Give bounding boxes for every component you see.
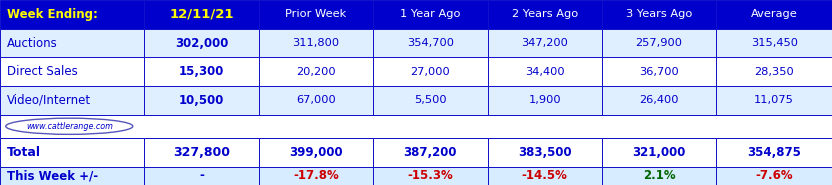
Text: 20,200: 20,200 <box>296 67 336 77</box>
Bar <box>602 57 716 86</box>
Bar <box>716 0 832 29</box>
Bar <box>716 86 832 115</box>
Text: Total: Total <box>7 146 41 159</box>
Text: Video/Internet: Video/Internet <box>7 94 91 107</box>
Text: 1,900: 1,900 <box>528 95 561 105</box>
Bar <box>373 138 488 166</box>
Text: -14.5%: -14.5% <box>522 169 567 182</box>
Text: 36,700: 36,700 <box>639 67 679 77</box>
Bar <box>602 138 716 166</box>
Text: 321,000: 321,000 <box>632 146 686 159</box>
Text: 15,300: 15,300 <box>179 65 225 78</box>
Text: Direct Sales: Direct Sales <box>7 65 77 78</box>
Bar <box>602 86 716 115</box>
Bar <box>0 138 145 166</box>
Text: www.cattlerange.com: www.cattlerange.com <box>26 122 112 131</box>
Bar <box>602 0 716 29</box>
Bar <box>373 0 488 29</box>
Bar <box>259 138 374 166</box>
Bar <box>145 57 259 86</box>
Text: 27,000: 27,000 <box>410 67 450 77</box>
Text: 2 Years Ago: 2 Years Ago <box>512 9 578 19</box>
Bar <box>0 57 145 86</box>
Text: 34,400: 34,400 <box>525 67 565 77</box>
Text: 257,900: 257,900 <box>636 38 682 48</box>
Text: 5,500: 5,500 <box>414 95 447 105</box>
Bar <box>488 166 602 185</box>
Bar <box>259 57 374 86</box>
Bar <box>602 166 716 185</box>
Text: -15.3%: -15.3% <box>408 169 453 182</box>
Text: -7.6%: -7.6% <box>755 169 793 182</box>
Bar <box>145 166 259 185</box>
Text: 354,875: 354,875 <box>747 146 801 159</box>
Bar <box>259 86 374 115</box>
Ellipse shape <box>6 118 133 134</box>
Bar <box>259 29 374 57</box>
Text: 10,500: 10,500 <box>179 94 225 107</box>
Bar <box>0 29 145 57</box>
Bar <box>373 29 488 57</box>
Bar <box>716 29 832 57</box>
Bar <box>0 0 145 29</box>
Text: Average: Average <box>750 9 798 19</box>
Bar <box>373 86 488 115</box>
Bar <box>488 57 602 86</box>
Bar <box>145 0 259 29</box>
Bar <box>145 138 259 166</box>
Text: 383,500: 383,500 <box>518 146 572 159</box>
Text: 399,000: 399,000 <box>290 146 343 159</box>
Bar <box>488 86 602 115</box>
Bar <box>259 0 374 29</box>
Bar <box>488 138 602 166</box>
Text: 2.1%: 2.1% <box>643 169 676 182</box>
Text: This Week +/-: This Week +/- <box>7 169 98 182</box>
Text: 315,450: 315,450 <box>750 38 798 48</box>
Bar <box>488 0 602 29</box>
Bar <box>602 29 716 57</box>
Bar <box>145 29 259 57</box>
Bar <box>488 29 602 57</box>
Bar <box>0 86 145 115</box>
Text: -: - <box>199 169 204 182</box>
Text: Prior Week: Prior Week <box>285 9 347 19</box>
Text: 1 Year Ago: 1 Year Ago <box>400 9 461 19</box>
Text: 354,700: 354,700 <box>407 38 453 48</box>
Text: 67,000: 67,000 <box>296 95 336 105</box>
Bar <box>373 57 488 86</box>
Text: -17.8%: -17.8% <box>293 169 339 182</box>
Bar <box>145 86 259 115</box>
Text: 28,350: 28,350 <box>755 67 794 77</box>
Bar <box>716 166 832 185</box>
Text: 26,400: 26,400 <box>640 95 679 105</box>
Bar <box>716 138 832 166</box>
Text: 11,075: 11,075 <box>755 95 794 105</box>
Text: 3 Years Ago: 3 Years Ago <box>626 9 692 19</box>
Bar <box>716 57 832 86</box>
Text: 311,800: 311,800 <box>292 38 339 48</box>
Bar <box>259 166 374 185</box>
Text: 302,000: 302,000 <box>175 36 228 50</box>
Text: 327,800: 327,800 <box>173 146 230 159</box>
Bar <box>373 166 488 185</box>
Bar <box>0 166 145 185</box>
Text: Auctions: Auctions <box>7 36 57 50</box>
Text: 347,200: 347,200 <box>522 38 568 48</box>
Text: Week Ending:: Week Ending: <box>7 8 97 21</box>
Text: 12/11/21: 12/11/21 <box>169 8 234 21</box>
Bar <box>0 115 832 138</box>
Text: 387,200: 387,200 <box>404 146 457 159</box>
